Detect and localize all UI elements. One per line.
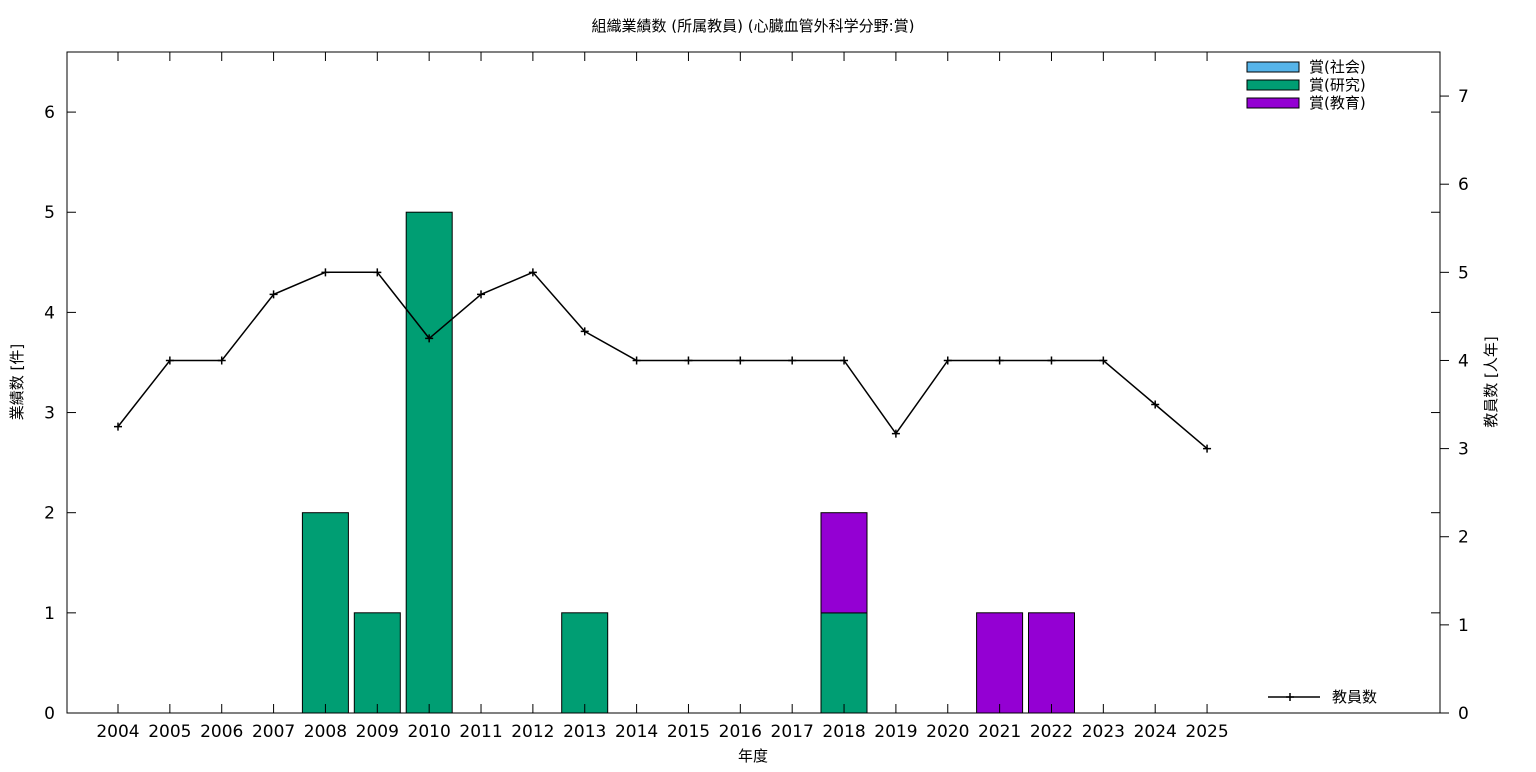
x-tick-label: 2017 [771,722,814,742]
legend-swatch-1 [1246,79,1300,91]
x-tick-label: 2005 [148,722,191,742]
y-right-tick-label: 6 [1458,175,1469,195]
line-point-2017 [788,356,797,365]
line-point-2024 [1151,400,1160,409]
y-right-tick-label: 1 [1458,616,1469,636]
x-tick-label: 2016 [719,722,762,742]
line-point-2022 [1047,356,1056,365]
bar-2009-series-1 [353,612,401,714]
line-layer [114,268,1212,453]
y-left-tick-label: 6 [44,103,55,123]
y-right-tick-label: 7 [1458,87,1469,107]
x-tick-label: 2021 [978,722,1021,742]
y-axis-label-left: 業績数 [件] [8,344,26,420]
legend-line-marker [1286,693,1294,701]
x-tick-label: 2015 [667,722,710,742]
legend-label-2: 賞(教育) [1309,94,1366,112]
line-point-2018 [840,356,849,365]
x-tick-label: 2023 [1082,722,1125,742]
x-tick-label: 2011 [459,722,502,742]
x-tick-label: 2004 [96,722,139,742]
x-tick-label: 2013 [563,722,606,742]
plot-frame [66,51,1441,714]
line-point-2009 [373,268,382,277]
x-tick-label: 2012 [511,722,554,742]
line-point-2007 [269,290,278,299]
x-tick-label: 2009 [356,722,399,742]
line-point-2011 [477,290,486,299]
line-point-2020 [943,356,952,365]
line-point-2012 [528,268,537,277]
x-tick-label: 2018 [822,722,865,742]
line-point-2019 [891,429,900,438]
y-axis-label-right: 教員数 [人年] [1482,336,1500,427]
y-left-tick-label: 2 [44,504,55,524]
y-left-tick-label: 4 [44,303,55,323]
y-right-tick-label: 5 [1458,263,1469,283]
x-tick-label: 2007 [252,722,295,742]
y-left-tick-label: 3 [44,404,55,424]
bar-2021-series-2 [976,612,1024,714]
bar-2018-series-2 [820,512,868,614]
line-point-2015 [684,356,693,365]
x-tick-label: 2010 [408,722,451,742]
line-point-2025 [1203,444,1212,453]
line-point-2006 [217,356,226,365]
x-tick-label: 2024 [1134,722,1177,742]
chart-title: 組織業績数 (所属教員) (心臓血管外科学分野:賞) [591,17,914,35]
axes-layer: 0 1 2 3 4 5 6 0 1 2 3 4 5 6 7 2004 2005 2006 2007 2008 2009 2… [44,51,1469,742]
bar-2013-series-1 [561,612,609,714]
x-tick-label: 2025 [1185,722,1228,742]
x-axis-label: 年度 [738,747,768,765]
bar-2008-series-1 [301,512,349,714]
y-right-tick-label: 0 [1458,704,1469,724]
bar-2022-series-2 [1028,612,1075,714]
legend: 賞(社会)賞(研究)賞(教育) 教員数 [1246,58,1377,706]
legend-swatch-2 [1246,97,1300,109]
line-series-teacher-count [117,271,1208,450]
x-tick-label: 2006 [200,722,243,742]
y-left-tick-label: 1 [44,604,55,624]
x-tick-label: 2014 [615,722,658,742]
line-point-2008 [321,268,330,277]
legend-label-1: 賞(研究) [1309,76,1366,94]
line-point-2010 [425,334,434,343]
x-tick-label: 2008 [304,722,347,742]
x-tick-label: 2020 [926,722,969,742]
y-right-tick-label: 3 [1458,440,1469,460]
legend-swatch-0 [1246,61,1300,73]
line-point-2004 [114,422,122,431]
line-point-2013 [580,327,589,336]
y-right-tick-label: 2 [1458,528,1469,548]
legend-label-0: 賞(社会) [1309,58,1366,76]
legend-label-line: 教員数 [1332,688,1377,706]
line-point-2021 [995,356,1004,365]
x-tick-label: 2022 [1030,722,1073,742]
line-point-2005 [165,356,174,365]
x-tick-label: 2019 [874,722,917,742]
bar-2010-series-1 [405,211,453,714]
y-left-tick-label: 5 [44,203,55,223]
bars-layer [301,211,1075,714]
line-point-2023 [1099,356,1108,365]
line-point-2016 [736,356,745,365]
y-right-tick-label: 4 [1458,351,1469,371]
y-left-tick-label: 0 [44,704,55,724]
line-point-2014 [632,356,641,365]
bar-2018-series-1 [820,612,868,714]
